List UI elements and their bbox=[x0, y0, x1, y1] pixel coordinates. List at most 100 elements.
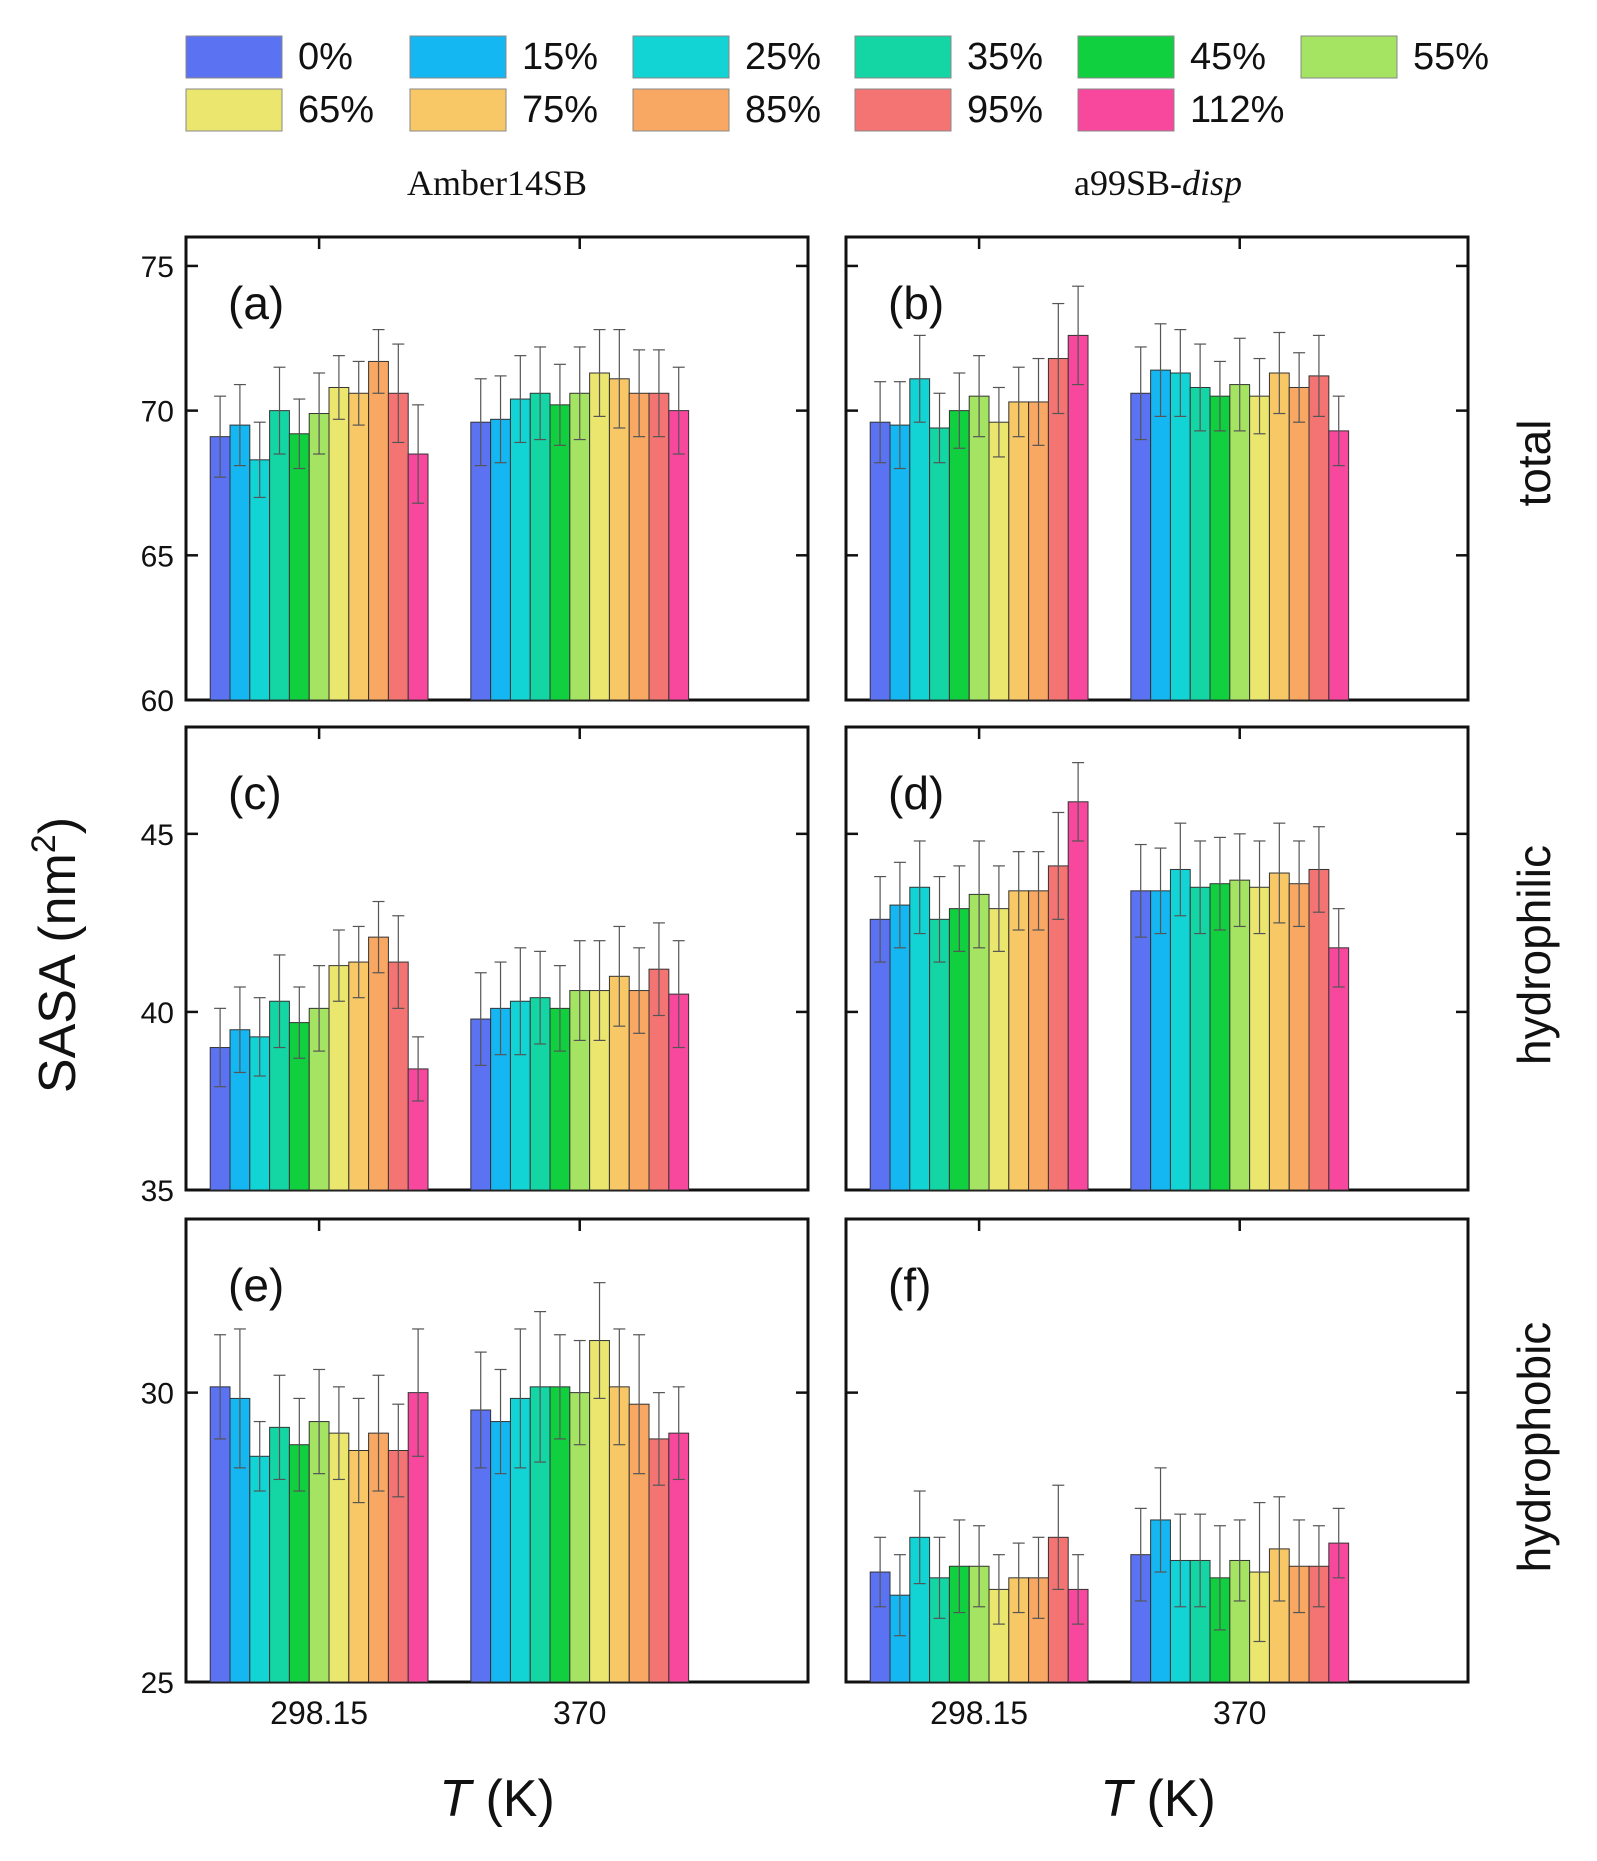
bar-75pct-298.15 bbox=[1008, 401, 1030, 701]
row-labels: total hydrophilic hydrophobic bbox=[1508, 420, 1560, 1573]
panel-a: 60 65 70 75 (a) bbox=[141, 235, 810, 718]
bar-95pct-370 bbox=[648, 392, 670, 701]
x-axis-label-left: T (K) bbox=[439, 1770, 555, 1828]
x-axis-unit-right: (K) bbox=[1132, 1770, 1216, 1828]
bar-25pct-370 bbox=[1169, 372, 1191, 701]
column-title-amber14sb: Amber14SB bbox=[407, 163, 587, 203]
panel-b: (b) bbox=[844, 235, 1470, 702]
legend-swatch-75pct bbox=[409, 88, 507, 132]
bar-45pct-298.15 bbox=[288, 433, 310, 701]
x-tick-label: 370 bbox=[553, 1695, 606, 1731]
legend-swatch-55pct bbox=[1300, 35, 1398, 79]
y-tick-label: 40 bbox=[141, 997, 174, 1030]
legend-label-75pct: 75% bbox=[522, 89, 598, 131]
bar-45pct-298.15 bbox=[948, 410, 970, 701]
legend-swatch-85pct bbox=[632, 88, 730, 132]
legend-swatch-112pct bbox=[1077, 88, 1175, 132]
legend-swatch-25pct bbox=[632, 35, 730, 79]
x-axis-symbol-left: T bbox=[439, 1770, 474, 1828]
y-axis-label: SASA (nm2) bbox=[25, 817, 87, 1093]
column-titles: Amber14SB a99SB-disp bbox=[407, 163, 1242, 203]
panels: 60 65 70 75 (a) (b) 35 40 45 (c) (d) 25 30 298.15 370 (… bbox=[141, 235, 1470, 1731]
bar-55pct-298.15 bbox=[308, 413, 330, 701]
bar-35pct-370 bbox=[1189, 386, 1211, 701]
bar-112pct-298.15 bbox=[1067, 334, 1089, 701]
bar-55pct-370 bbox=[1229, 384, 1251, 701]
column-title-a99sb-disp: a99SB-disp bbox=[1074, 163, 1242, 203]
panel-label-e: (e) bbox=[228, 1259, 284, 1311]
legend-label-35pct: 35% bbox=[967, 36, 1043, 78]
bar-112pct-370 bbox=[1328, 430, 1350, 701]
panel-label-b: (b) bbox=[888, 277, 944, 329]
x-axis-unit-left: (K) bbox=[471, 1770, 555, 1828]
x-tick-label: 298.15 bbox=[270, 1695, 368, 1731]
legend-swatch-45pct bbox=[1077, 35, 1175, 79]
panel-label-c: (c) bbox=[228, 767, 282, 819]
legend-swatch-35pct bbox=[854, 35, 952, 79]
bar-45pct-370 bbox=[549, 404, 571, 701]
bar-55pct-298.15 bbox=[968, 395, 990, 701]
bar-95pct-370 bbox=[1308, 375, 1330, 701]
bar-85pct-370 bbox=[1288, 386, 1310, 701]
column-title-a99sb-prefix: a99SB- bbox=[1074, 163, 1182, 203]
legend-label-55pct: 55% bbox=[1413, 36, 1489, 78]
bar-85pct-370 bbox=[1288, 883, 1310, 1191]
y-tick-label: 75 bbox=[141, 251, 174, 284]
x-tick-label: 370 bbox=[1213, 1695, 1266, 1731]
column-title-disp-italic: disp bbox=[1182, 163, 1242, 203]
y-tick-label: 65 bbox=[141, 540, 174, 573]
panel-label-d: (d) bbox=[888, 767, 944, 819]
panel-label-a: (a) bbox=[228, 277, 284, 329]
bar-15pct-370 bbox=[1150, 890, 1171, 1191]
row-label-hydrophilic: hydrophilic bbox=[1508, 845, 1560, 1065]
x-axis-symbol-right: T bbox=[1100, 1770, 1135, 1828]
panel-c: 35 40 45 (c) bbox=[141, 725, 810, 1208]
bar-0pct-298.15 bbox=[869, 421, 891, 701]
y-axis-label-text: SASA (nm bbox=[29, 853, 87, 1093]
legend-label-112pct: 112% bbox=[1190, 89, 1284, 131]
panel-e: 25 30 298.15 370 (e) bbox=[141, 1217, 810, 1731]
bar-75pct-298.15 bbox=[348, 392, 370, 701]
legend-label-45pct: 45% bbox=[1190, 36, 1266, 78]
legend-label-95pct: 95% bbox=[967, 89, 1043, 131]
bar-25pct-298.15 bbox=[909, 378, 931, 701]
legend-label-15pct: 15% bbox=[522, 36, 598, 78]
bar-65pct-298.15 bbox=[328, 386, 350, 701]
bar-35pct-298.15 bbox=[929, 427, 950, 701]
x-tick-label: 298.15 bbox=[930, 1695, 1028, 1731]
row-label-total: total bbox=[1508, 420, 1560, 507]
panel-d: (d) bbox=[844, 725, 1470, 1192]
panel-label-f: (f) bbox=[888, 1259, 931, 1311]
bar-25pct-370 bbox=[509, 398, 531, 701]
bar-15pct-298.15 bbox=[229, 424, 251, 701]
x-axis-label-right: T (K) bbox=[1100, 1770, 1216, 1828]
legend-swatch-95pct bbox=[854, 88, 952, 132]
bar-25pct-370 bbox=[1169, 868, 1191, 1191]
bar-85pct-298.15 bbox=[1028, 401, 1049, 701]
bar-85pct-370 bbox=[628, 392, 650, 701]
bar-75pct-298.15 bbox=[1008, 890, 1030, 1191]
legend-label-65pct: 65% bbox=[298, 89, 374, 131]
bar-45pct-370 bbox=[1209, 395, 1231, 701]
legend-swatch-0pct bbox=[185, 35, 283, 79]
y-tick-label: 70 bbox=[141, 396, 174, 429]
legend-label-0pct: 0% bbox=[298, 36, 353, 78]
legend-swatch-15pct bbox=[409, 35, 507, 79]
y-tick-label: 60 bbox=[141, 685, 174, 718]
legend-swatch-65pct bbox=[185, 88, 283, 132]
bar-65pct-298.15 bbox=[988, 421, 1010, 701]
legend: 0% 15% 25% 35% 45% 55% 65% 75% 85% 95% 112% bbox=[185, 35, 1489, 132]
bar-65pct-370 bbox=[589, 372, 610, 701]
y-tick-label: 35 bbox=[141, 1175, 174, 1208]
legend-label-25pct: 25% bbox=[745, 36, 821, 78]
legend-label-85pct: 85% bbox=[745, 89, 821, 131]
panel-f: 298.15 370 (f) bbox=[844, 1217, 1470, 1731]
bar-95pct-370 bbox=[1308, 868, 1330, 1191]
bar-15pct-370 bbox=[1150, 369, 1171, 701]
bar-112pct-298.15 bbox=[1067, 801, 1089, 1191]
y-tick-label: 30 bbox=[141, 1378, 174, 1411]
bar-65pct-370 bbox=[1249, 395, 1270, 701]
bar-75pct-370 bbox=[1268, 372, 1290, 701]
y-axis-label-suffix: ) bbox=[29, 817, 87, 834]
